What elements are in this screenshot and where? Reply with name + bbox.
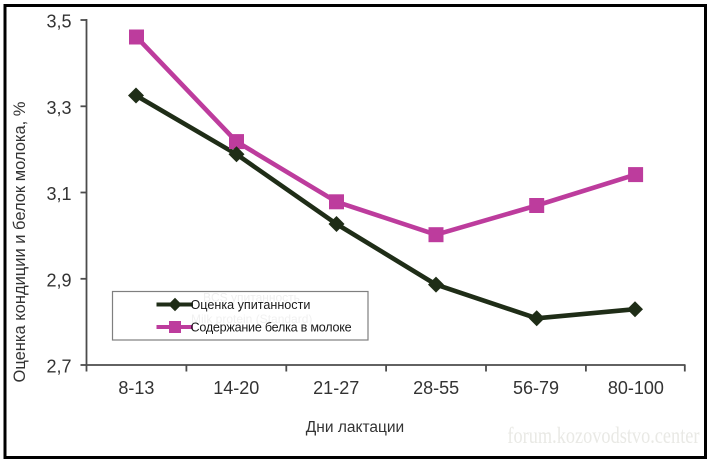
svg-text:2,9: 2,9 [46, 271, 71, 291]
svg-text:3,5: 3,5 [46, 12, 71, 32]
svg-text:8-13: 8-13 [118, 378, 154, 398]
svg-text:28-55: 28-55 [413, 378, 459, 398]
svg-text:21-27: 21-27 [313, 378, 359, 398]
svg-text:Оценка кондиции и белок молока: Оценка кондиции и белок молока, % [11, 101, 29, 382]
svg-text:3,1: 3,1 [46, 184, 71, 204]
svg-text:14-20: 14-20 [213, 378, 259, 398]
svg-text:Оценка упитанности: Оценка упитанности [191, 298, 311, 312]
svg-text:forum.kozovodstvo.center: forum.kozovodstvo.center [507, 424, 699, 448]
svg-text:56-79: 56-79 [513, 378, 559, 398]
svg-text:Дни лактации: Дни лактации [306, 419, 404, 436]
svg-text:80-100: 80-100 [608, 378, 664, 398]
svg-text:Milk protein (Standard): Milk protein (Standard) [191, 312, 312, 326]
svg-text:BCS упитанность: BCS упитанность [203, 291, 300, 305]
svg-text:2,7: 2,7 [46, 357, 71, 377]
svg-text:3,3: 3,3 [46, 98, 71, 118]
svg-text:Содержание белка в молоке: Содержание белка в молоке [191, 321, 352, 335]
